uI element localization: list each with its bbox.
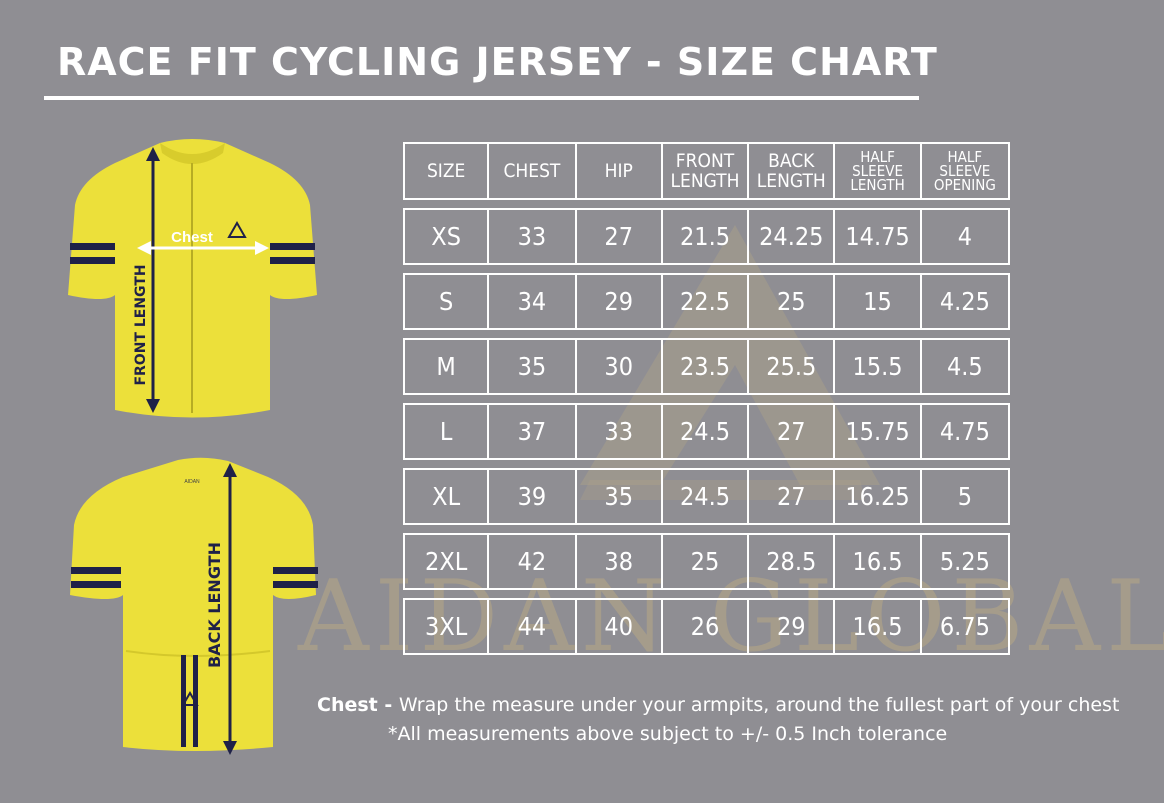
- header-half-sleeve-length: HALF SLEEVE LENGTH: [835, 142, 922, 200]
- tolerance-note: *All measurements above subject to +/- 0…: [388, 723, 948, 745]
- cell-sleeve-length: 16.5: [835, 598, 922, 655]
- left-sleeve-stripe-2: [70, 257, 115, 264]
- header-half-sleeve-opening: HALF SLEEVE OPENING: [921, 142, 1010, 200]
- table-row: M 35 30 23.5 25.5 15.5 4.5: [403, 338, 1010, 395]
- cell-sleeve-opening: 4.25: [921, 273, 1010, 330]
- cell-sleeve-length: 15.75: [835, 403, 922, 460]
- front-logo-icon: [227, 220, 247, 238]
- front-length-label: FRONT LENGTH: [133, 264, 149, 385]
- cell-sleeve-opening: 4.75: [921, 403, 1010, 460]
- back-jersey-body: [70, 457, 316, 751]
- cell-chest: 33: [489, 208, 577, 265]
- back-jersey-diagram: AIDAN BACK LENGTH: [70, 457, 318, 755]
- cell-back-length: 29: [749, 598, 836, 655]
- cell-size: XS: [403, 208, 490, 265]
- table-header-row: SIZE CHEST HIP FRONT LENGTH BACK LENGTH …: [403, 142, 1010, 200]
- table-row: XS 33 27 21.5 24.25 14.75 4: [403, 208, 1010, 265]
- right-sleeve-stripe-2: [270, 257, 315, 264]
- size-chart-table: SIZE CHEST HIP FRONT LENGTH BACK LENGTH …: [403, 134, 1010, 663]
- header-hip: HIP: [576, 142, 663, 200]
- cell-front-length: 23.5: [662, 338, 750, 395]
- cell-hip: 35: [576, 468, 663, 525]
- cell-size: 3XL: [403, 598, 490, 655]
- chest-note-term: Chest -: [317, 694, 399, 716]
- cell-sleeve-opening: 5.25: [921, 533, 1010, 590]
- back-logo-icon: [181, 691, 199, 706]
- cell-front-length: 26: [662, 598, 750, 655]
- cell-back-length: 25.5: [749, 338, 836, 395]
- table-row: 2XL 42 38 25 28.5 16.5 5.25: [403, 533, 1010, 590]
- cell-front-length: 21.5: [662, 208, 750, 265]
- watermark-text: AIDAN GLOBAL: [298, 560, 1164, 674]
- back-right-stripe-2: [273, 581, 318, 588]
- right-sleeve-stripe-1: [270, 243, 315, 250]
- page-title: RACE FIT CYCLING JERSEY - SIZE CHART: [57, 40, 938, 84]
- cell-size: 2XL: [403, 533, 490, 590]
- left-sleeve-stripe-1: [70, 243, 115, 250]
- header-back-length: BACK LENGTH: [749, 142, 836, 200]
- cell-hip: 40: [576, 598, 663, 655]
- cell-hip: 33: [576, 403, 663, 460]
- cell-size: M: [403, 338, 490, 395]
- cell-hip: 27: [576, 208, 663, 265]
- header-chest: CHEST: [489, 142, 577, 200]
- table-row: S 34 29 22.5 25 15 4.25: [403, 273, 1010, 330]
- chest-measure-note: Chest - Wrap the measure under your armp…: [317, 694, 1119, 716]
- cell-front-length: 22.5: [662, 273, 750, 330]
- cell-chest: 39: [489, 468, 577, 525]
- cell-hip: 30: [576, 338, 663, 395]
- cell-front-length: 25: [662, 533, 750, 590]
- back-center-stripe-1: [181, 655, 186, 747]
- back-length-label: BACK LENGTH: [205, 542, 224, 668]
- cell-chest: 35: [489, 338, 577, 395]
- title-divider: [44, 96, 919, 100]
- cell-back-length: 27: [749, 468, 836, 525]
- cell-back-length: 28.5: [749, 533, 836, 590]
- front-collar: [160, 143, 225, 164]
- back-tag: AIDAN: [184, 479, 200, 485]
- cell-chest: 42: [489, 533, 577, 590]
- cell-front-length: 24.5: [662, 468, 750, 525]
- table-row: 3XL 44 40 26 29 16.5 6.75: [403, 598, 1010, 655]
- header-front-length: FRONT LENGTH: [662, 142, 750, 200]
- cell-hip: 38: [576, 533, 663, 590]
- back-right-stripe-1: [273, 567, 318, 574]
- cell-chest: 37: [489, 403, 577, 460]
- cell-front-length: 24.5: [662, 403, 750, 460]
- cell-chest: 34: [489, 273, 577, 330]
- cell-size: S: [403, 273, 490, 330]
- cell-chest: 44: [489, 598, 577, 655]
- watermark-logo-icon: [580, 225, 880, 500]
- cell-sleeve-length: 16.5: [835, 533, 922, 590]
- cell-hip: 29: [576, 273, 663, 330]
- back-left-stripe-1: [71, 567, 121, 574]
- cell-sleeve-length: 16.25: [835, 468, 922, 525]
- cell-sleeve-length: 15.5: [835, 338, 922, 395]
- front-jersey-diagram: Chest FRONT LENGTH: [68, 139, 317, 418]
- table-row: L 37 33 24.5 27 15.75 4.75: [403, 403, 1010, 460]
- back-left-stripe-2: [71, 581, 121, 588]
- cell-sleeve-opening: 6.75: [921, 598, 1010, 655]
- cell-sleeve-length: 15: [835, 273, 922, 330]
- cell-sleeve-opening: 5: [921, 468, 1010, 525]
- cell-sleeve-length: 14.75: [835, 208, 922, 265]
- cell-back-length: 24.25: [749, 208, 836, 265]
- header-size: SIZE: [403, 142, 490, 200]
- cell-size: XL: [403, 468, 490, 525]
- cell-sleeve-opening: 4: [921, 208, 1010, 265]
- chest-label: Chest: [171, 229, 213, 246]
- cell-size: L: [403, 403, 490, 460]
- table-row: XL 39 35 24.5 27 16.25 5: [403, 468, 1010, 525]
- chest-note-text: Wrap the measure under your armpits, aro…: [398, 694, 1120, 716]
- cell-back-length: 25: [749, 273, 836, 330]
- cell-back-length: 27: [749, 403, 836, 460]
- cell-sleeve-opening: 4.5: [921, 338, 1010, 395]
